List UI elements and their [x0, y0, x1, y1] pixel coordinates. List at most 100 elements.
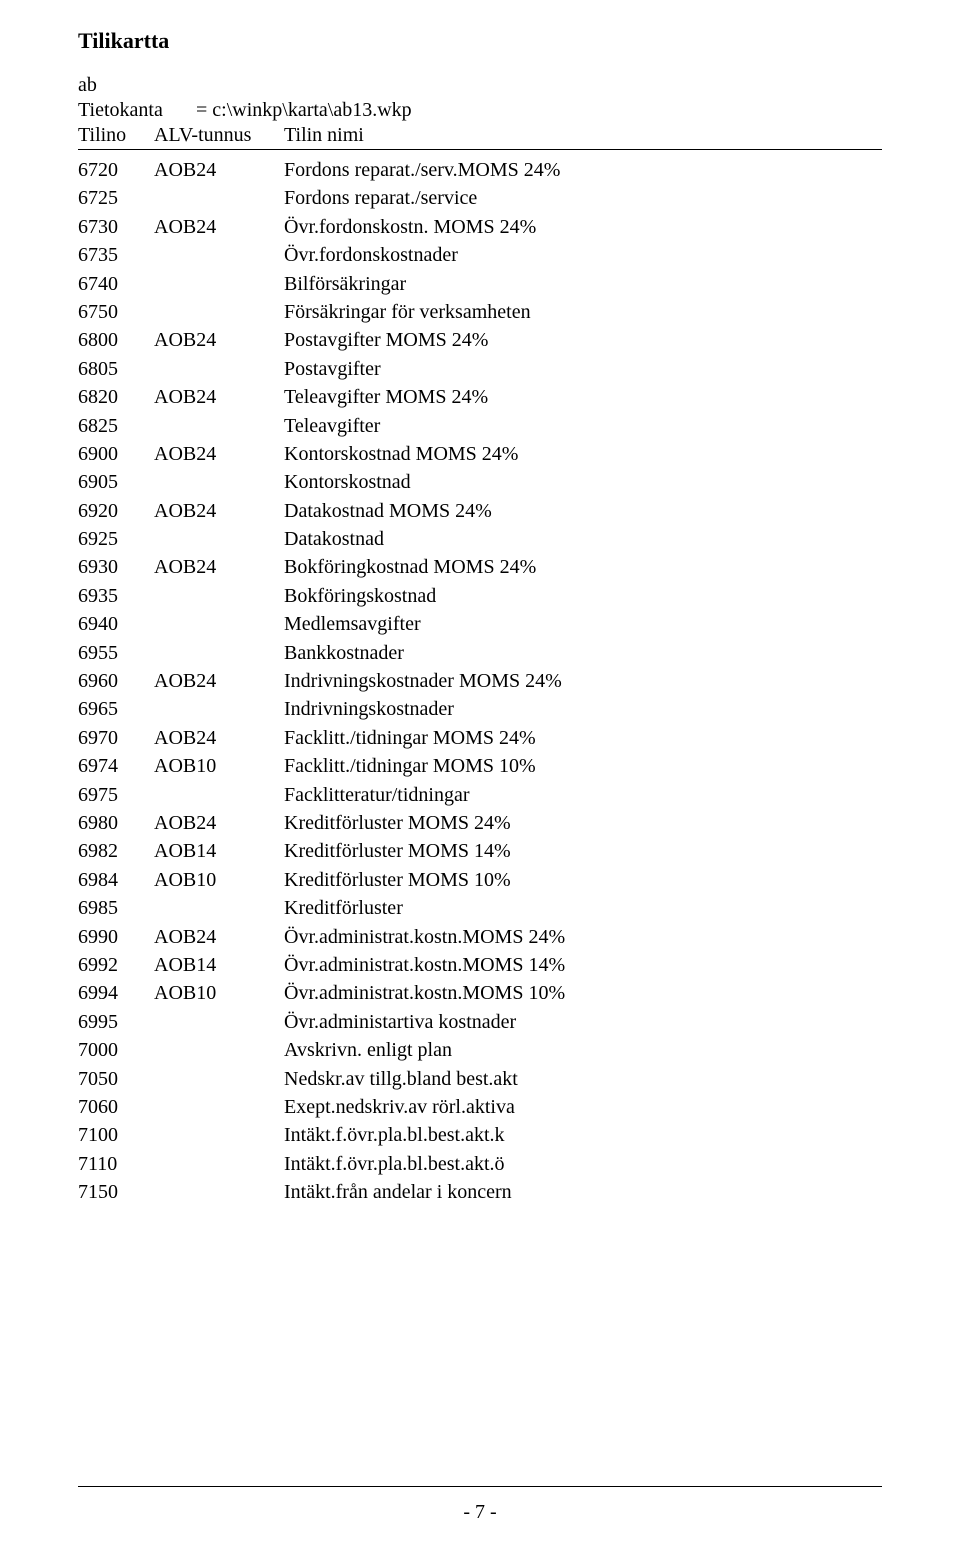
- cell-alv: AOB10: [154, 866, 284, 894]
- table-row: 6980AOB24Kreditförluster MOMS 24%: [78, 809, 882, 837]
- cell-nimi: Övr.administartiva kostnader: [284, 1008, 882, 1036]
- cell-tilino: 6940: [78, 610, 154, 638]
- cell-alv: AOB24: [154, 809, 284, 837]
- table-row: 6965Indrivningskostnader: [78, 695, 882, 723]
- cell-alv: [154, 355, 284, 383]
- cell-alv: [154, 1065, 284, 1093]
- table-row: 6975Facklitteratur/tidningar: [78, 781, 882, 809]
- cell-nimi: Facklitt./tidningar MOMS 10%: [284, 752, 882, 780]
- cell-tilino: 6960: [78, 667, 154, 695]
- table-row: 6730AOB24Övr.fordonskostn. MOMS 24%: [78, 213, 882, 241]
- cell-nimi: Övr.fordonskostn. MOMS 24%: [284, 213, 882, 241]
- cell-alv: AOB24: [154, 213, 284, 241]
- cell-alv: [154, 695, 284, 723]
- cell-alv: [154, 1150, 284, 1178]
- cell-tilino: 7100: [78, 1121, 154, 1149]
- cell-alv: AOB24: [154, 553, 284, 581]
- cell-alv: AOB10: [154, 979, 284, 1007]
- table-row: 6990AOB24Övr.administrat.kostn.MOMS 24%: [78, 923, 882, 951]
- cell-tilino: 6825: [78, 412, 154, 440]
- cell-alv: [154, 894, 284, 922]
- cell-alv: [154, 241, 284, 269]
- cell-nimi: Fordons reparat./service: [284, 184, 882, 212]
- cell-nimi: Facklitt./tidningar MOMS 24%: [284, 724, 882, 752]
- cell-nimi: Facklitteratur/tidningar: [284, 781, 882, 809]
- cell-nimi: Kreditförluster: [284, 894, 882, 922]
- cell-alv: [154, 184, 284, 212]
- cell-nimi: Övr.administrat.kostn.MOMS 24%: [284, 923, 882, 951]
- cell-tilino: 7110: [78, 1150, 154, 1178]
- cell-tilino: 6995: [78, 1008, 154, 1036]
- cell-alv: [154, 270, 284, 298]
- cell-tilino: 6984: [78, 866, 154, 894]
- cell-tilino: 6725: [78, 184, 154, 212]
- cell-tilino: 6805: [78, 355, 154, 383]
- cell-alv: AOB14: [154, 951, 284, 979]
- cell-nimi: Övr.administrat.kostn.MOMS 10%: [284, 979, 882, 1007]
- page-footer: - 7 -: [78, 1486, 882, 1524]
- cell-tilino: 6970: [78, 724, 154, 752]
- page-number: - 7 -: [463, 1501, 496, 1523]
- cell-nimi: Bilförsäkringar: [284, 270, 882, 298]
- table-row: 6985Kreditförluster: [78, 894, 882, 922]
- cell-alv: AOB24: [154, 156, 284, 184]
- table-row: 6800AOB24Postavgifter MOMS 24%: [78, 326, 882, 354]
- cell-alv: AOB24: [154, 497, 284, 525]
- cell-alv: [154, 781, 284, 809]
- header-alv: ALV-tunnus: [154, 124, 284, 147]
- cell-nimi: Teleavgifter MOMS 24%: [284, 383, 882, 411]
- cell-tilino: 6974: [78, 752, 154, 780]
- cell-nimi: Bokföringkostnad MOMS 24%: [284, 553, 882, 581]
- cell-nimi: Avskrivn. enligt plan: [284, 1036, 882, 1064]
- cell-alv: [154, 1093, 284, 1121]
- cell-tilino: 6925: [78, 525, 154, 553]
- cell-alv: [154, 582, 284, 610]
- cell-nimi: Exept.nedskriv.av rörl.aktiva: [284, 1093, 882, 1121]
- table-row: 6935Bokföringskostnad: [78, 582, 882, 610]
- cell-nimi: Nedskr.av tillg.bland best.akt: [284, 1065, 882, 1093]
- cell-nimi: Försäkringar för verksamheten: [284, 298, 882, 326]
- table-row: 6994AOB10Övr.administrat.kostn.MOMS 10%: [78, 979, 882, 1007]
- cell-nimi: Datakostnad: [284, 525, 882, 553]
- cell-alv: AOB14: [154, 837, 284, 865]
- table-row: 6960AOB24Indrivningskostnader MOMS 24%: [78, 667, 882, 695]
- cell-tilino: 6982: [78, 837, 154, 865]
- cell-tilino: 6990: [78, 923, 154, 951]
- cell-tilino: 7000: [78, 1036, 154, 1064]
- cell-tilino: 6965: [78, 695, 154, 723]
- table-row: 6974AOB10Facklitt./tidningar MOMS 10%: [78, 752, 882, 780]
- table-row: 6735Övr.fordonskostnader: [78, 241, 882, 269]
- cell-nimi: Indrivningskostnader MOMS 24%: [284, 667, 882, 695]
- cell-tilino: 6980: [78, 809, 154, 837]
- table-header: Tilino ALV-tunnus Tilin nimi: [78, 124, 882, 150]
- cell-nimi: Kreditförluster MOMS 24%: [284, 809, 882, 837]
- table-row: 6982AOB14Kreditförluster MOMS 14%: [78, 837, 882, 865]
- cell-tilino: 6730: [78, 213, 154, 241]
- database-row: Tietokanta = c:\winkp\karta\ab13.wkp: [78, 99, 882, 122]
- table-row: 6940Medlemsavgifter: [78, 610, 882, 638]
- table-row: 6930AOB24Bokföringkostnad MOMS 24%: [78, 553, 882, 581]
- cell-tilino: 6935: [78, 582, 154, 610]
- header-tilino: Tilino: [78, 124, 154, 147]
- cell-tilino: 7060: [78, 1093, 154, 1121]
- cell-alv: AOB10: [154, 752, 284, 780]
- table-row: 6995 Övr.administartiva kostnader: [78, 1008, 882, 1036]
- database-value: = c:\winkp\karta\ab13.wkp: [196, 99, 412, 122]
- table-row: 6955Bankkostnader: [78, 639, 882, 667]
- cell-tilino: 6900: [78, 440, 154, 468]
- table-row: 6805Postavgifter: [78, 355, 882, 383]
- cell-tilino: 7050: [78, 1065, 154, 1093]
- cell-alv: [154, 412, 284, 440]
- table-row: 6984AOB10Kreditförluster MOMS 10%: [78, 866, 882, 894]
- table-row: 6720AOB24Fordons reparat./serv.MOMS 24%: [78, 156, 882, 184]
- table-row: 6900AOB24Kontorskostnad MOMS 24%: [78, 440, 882, 468]
- cell-alv: [154, 1036, 284, 1064]
- cell-nimi: Fordons reparat./serv.MOMS 24%: [284, 156, 882, 184]
- cell-nimi: Intäkt.f.övr.pla.bl.best.akt.k: [284, 1121, 882, 1149]
- cell-tilino: 6720: [78, 156, 154, 184]
- table-row: 6825Teleavgifter: [78, 412, 882, 440]
- cell-alv: [154, 298, 284, 326]
- cell-nimi: Datakostnad MOMS 24%: [284, 497, 882, 525]
- table-row: 6725 Fordons reparat./service: [78, 184, 882, 212]
- cell-nimi: Postavgifter MOMS 24%: [284, 326, 882, 354]
